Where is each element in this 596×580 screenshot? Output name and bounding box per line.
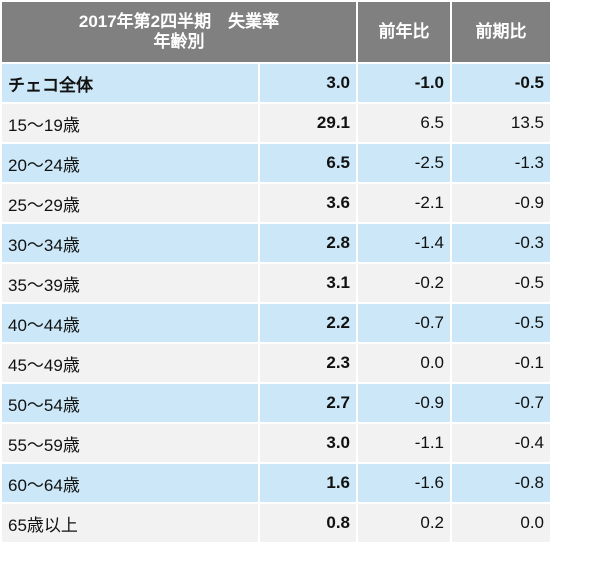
unemployment-rate-cell: 6.5	[258, 142, 358, 184]
unemployment-rate-cell: 3.6	[258, 182, 358, 224]
age-group-cell: 20～24歳	[0, 142, 260, 184]
year-over-year-cell: -1.0	[356, 62, 452, 104]
year-over-year-cell: -1.4	[356, 222, 452, 264]
quarter-over-quarter-cell: -1.3	[450, 142, 552, 184]
table-row: 20～24歳 6.5 -2.5 -1.3	[0, 142, 552, 184]
unemployment-rate-cell: 2.3	[258, 342, 358, 384]
unemployment-rate-cell: 3.1	[258, 262, 358, 304]
header-yoy: 前年比	[356, 0, 452, 64]
age-group-cell: 30～34歳	[0, 222, 260, 264]
quarter-over-quarter-cell: -0.5	[450, 62, 552, 104]
age-group-cell: 45～49歳	[0, 342, 260, 384]
year-over-year-cell: -2.1	[356, 182, 452, 224]
year-over-year-cell: -1.1	[356, 422, 452, 464]
table-row: 25～29歳 3.6 -2.1 -0.9	[0, 182, 552, 224]
table-row: 50～54歳 2.7 -0.9 -0.7	[0, 382, 552, 424]
year-over-year-cell: -2.5	[356, 142, 452, 184]
quarter-over-quarter-cell: 0.0	[450, 502, 552, 544]
year-over-year-cell: -1.6	[356, 462, 452, 504]
quarter-over-quarter-cell: -0.9	[450, 182, 552, 224]
table-row: 40～44歳 2.2 -0.7 -0.5	[0, 302, 552, 344]
age-group-cell: チェコ全体	[0, 62, 260, 104]
year-over-year-cell: 0.0	[356, 342, 452, 384]
age-group-cell: 40～44歳	[0, 302, 260, 344]
table-body: チェコ全体 3.0 -1.0 -0.5 15～19歳 29.1 6.5 13.5…	[0, 62, 552, 544]
header-title-line2: 年齢別	[153, 32, 205, 51]
quarter-over-quarter-cell: -0.4	[450, 422, 552, 464]
unemployment-rate-cell: 29.1	[258, 102, 358, 144]
table-row: 45～49歳 2.3 0.0 -0.1	[0, 342, 552, 384]
quarter-over-quarter-cell: -0.8	[450, 462, 552, 504]
year-over-year-cell: 6.5	[356, 102, 452, 144]
unemployment-rate-cell: 2.2	[258, 302, 358, 344]
quarter-over-quarter-cell: -0.5	[450, 302, 552, 344]
header-qoq: 前期比	[450, 0, 552, 64]
age-group-cell: 50～54歳	[0, 382, 260, 424]
quarter-over-quarter-cell: -0.5	[450, 262, 552, 304]
table-row: 15～19歳 29.1 6.5 13.5	[0, 102, 552, 144]
unemployment-rate-cell: 3.0	[258, 62, 358, 104]
table-row: 55～59歳 3.0 -1.1 -0.4	[0, 422, 552, 464]
unemployment-table: 2017年第2四半期 失業率 年齢別 前年比 前期比 チェコ全体 3.0 -1.…	[0, 0, 552, 544]
quarter-over-quarter-cell: 13.5	[450, 102, 552, 144]
unemployment-rate-cell: 3.0	[258, 422, 358, 464]
year-over-year-cell: 0.2	[356, 502, 452, 544]
quarter-over-quarter-cell: -0.7	[450, 382, 552, 424]
unemployment-rate-cell: 0.8	[258, 502, 358, 544]
quarter-over-quarter-cell: -0.1	[450, 342, 552, 384]
header-title: 2017年第2四半期 失業率 年齢別	[0, 0, 358, 64]
year-over-year-cell: -0.7	[356, 302, 452, 344]
age-group-cell: 65歳以上	[0, 502, 260, 544]
age-group-cell: 55～59歳	[0, 422, 260, 464]
table-row: チェコ全体 3.0 -1.0 -0.5	[0, 62, 552, 104]
table-row: 60～64歳 1.6 -1.6 -0.8	[0, 462, 552, 504]
header-row: 2017年第2四半期 失業率 年齢別 前年比 前期比	[0, 0, 552, 64]
header-title-line1: 2017年第2四半期 失業率	[78, 12, 280, 31]
age-group-cell: 15～19歳	[0, 102, 260, 144]
table-row: 35～39歳 3.1 -0.2 -0.5	[0, 262, 552, 304]
unemployment-rate-cell: 2.8	[258, 222, 358, 264]
quarter-over-quarter-cell: -0.3	[450, 222, 552, 264]
table-row: 65歳以上 0.8 0.2 0.0	[0, 502, 552, 544]
year-over-year-cell: -0.9	[356, 382, 452, 424]
unemployment-rate-cell: 2.7	[258, 382, 358, 424]
age-group-cell: 35～39歳	[0, 262, 260, 304]
year-over-year-cell: -0.2	[356, 262, 452, 304]
unemployment-rate-cell: 1.6	[258, 462, 358, 504]
age-group-cell: 60～64歳	[0, 462, 260, 504]
age-group-cell: 25～29歳	[0, 182, 260, 224]
table-row: 30～34歳 2.8 -1.4 -0.3	[0, 222, 552, 264]
